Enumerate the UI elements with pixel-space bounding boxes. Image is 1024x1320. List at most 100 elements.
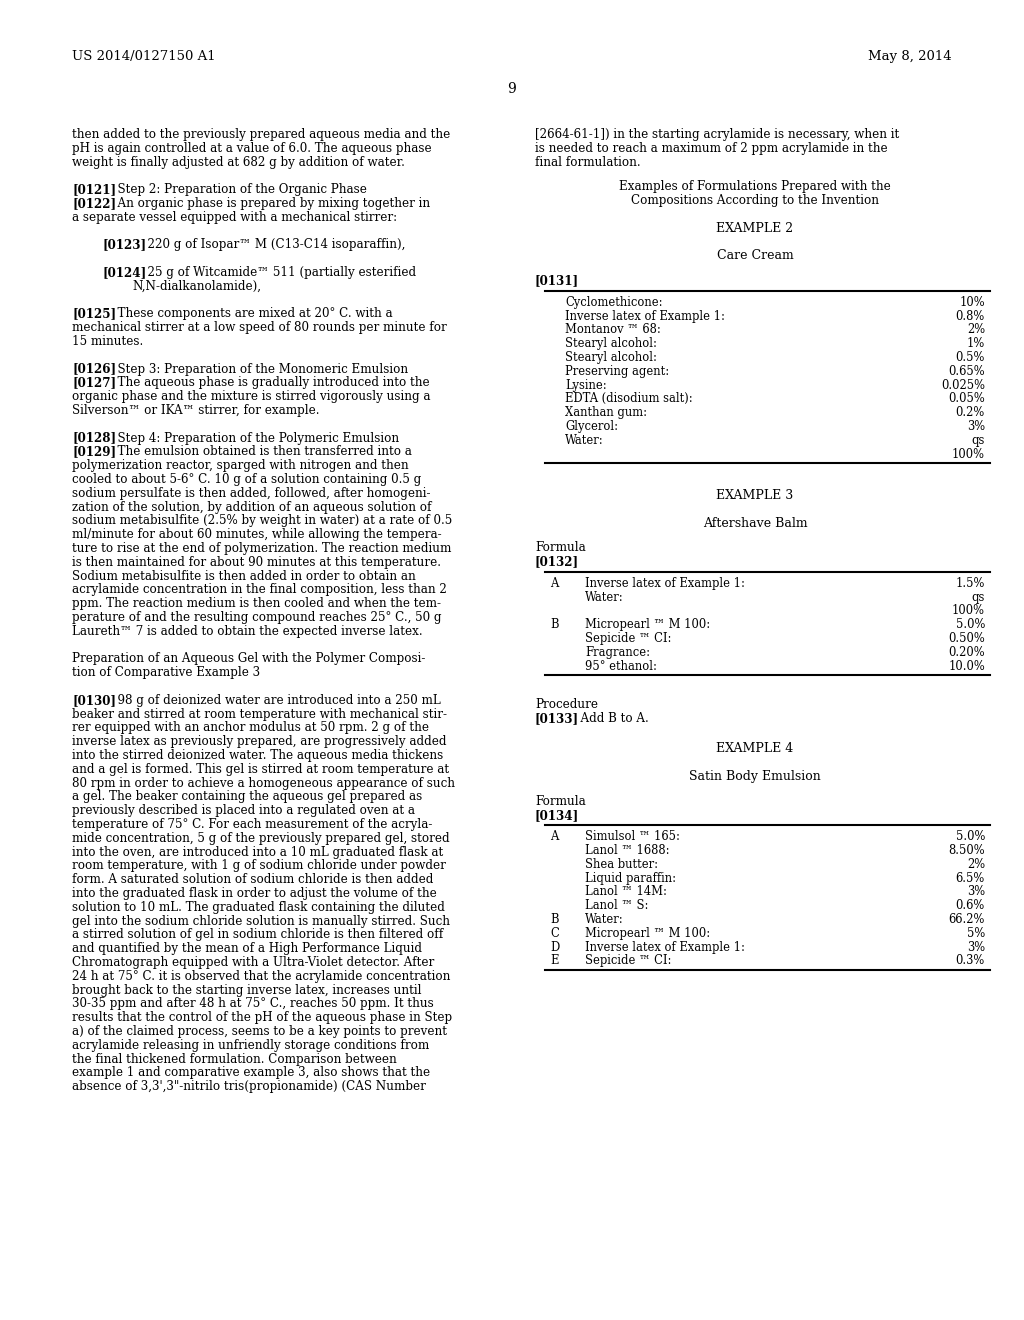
Text: [0128]: [0128] [72, 432, 116, 445]
Text: Sodium metabisulfite is then added in order to obtain an: Sodium metabisulfite is then added in or… [72, 570, 416, 582]
Text: sodium persulfate is then added, followed, after homogeni-: sodium persulfate is then added, followe… [72, 487, 430, 500]
Text: 3%: 3% [967, 886, 985, 899]
Text: [0133]: [0133] [535, 711, 580, 725]
Text: Micropearl ™ M 100:: Micropearl ™ M 100: [585, 618, 710, 631]
Text: Add B to A.: Add B to A. [573, 711, 649, 725]
Text: Preserving agent:: Preserving agent: [565, 364, 669, 378]
Text: EDTA (disodium salt):: EDTA (disodium salt): [565, 392, 692, 405]
Text: Shea butter:: Shea butter: [585, 858, 658, 871]
Text: 5.0%: 5.0% [955, 618, 985, 631]
Text: B: B [550, 913, 558, 927]
Text: a stirred solution of gel in sodium chloride is then filtered off: a stirred solution of gel in sodium chlo… [72, 928, 443, 941]
Text: Water:: Water: [565, 434, 603, 447]
Text: Inverse latex of Example 1:: Inverse latex of Example 1: [585, 577, 744, 590]
Text: zation of the solution, by addition of an aqueous solution of: zation of the solution, by addition of a… [72, 500, 431, 513]
Text: and quantified by the mean of a High Performance Liquid: and quantified by the mean of a High Per… [72, 942, 422, 956]
Text: [0134]: [0134] [535, 809, 580, 821]
Text: Xanthan gum:: Xanthan gum: [565, 407, 647, 420]
Text: [0132]: [0132] [535, 556, 580, 569]
Text: 95° ethanol:: 95° ethanol: [585, 660, 656, 673]
Text: A: A [550, 830, 558, 843]
Text: pH is again controlled at a value of 6.0. The aqueous phase: pH is again controlled at a value of 6.0… [72, 141, 432, 154]
Text: 3%: 3% [967, 420, 985, 433]
Text: Procedure: Procedure [535, 698, 598, 711]
Text: A: A [550, 577, 558, 590]
Text: qs: qs [972, 590, 985, 603]
Text: EXAMPLE 4: EXAMPLE 4 [717, 742, 794, 755]
Text: 1%: 1% [967, 337, 985, 350]
Text: Fragrance:: Fragrance: [585, 645, 650, 659]
Text: is then maintained for about 90 minutes at this temperature.: is then maintained for about 90 minutes … [72, 556, 441, 569]
Text: qs: qs [972, 434, 985, 447]
Text: acrylamide releasing in unfriendly storage conditions from: acrylamide releasing in unfriendly stora… [72, 1039, 429, 1052]
Text: Water:: Water: [585, 590, 624, 603]
Text: organic phase and the mixture is stirred vigorously using a: organic phase and the mixture is stirred… [72, 391, 430, 403]
Text: B: B [550, 618, 558, 631]
Text: Inverse latex of Example 1:: Inverse latex of Example 1: [565, 310, 725, 322]
Text: [0124]: [0124] [102, 267, 146, 279]
Text: sodium metabisulfite (2.5% by weight in water) at a rate of 0.5: sodium metabisulfite (2.5% by weight in … [72, 515, 453, 528]
Text: An organic phase is prepared by mixing together in: An organic phase is prepared by mixing t… [110, 197, 430, 210]
Text: These components are mixed at 20° C. with a: These components are mixed at 20° C. wit… [110, 308, 392, 321]
Text: 0.5%: 0.5% [955, 351, 985, 364]
Text: 0.025%: 0.025% [941, 379, 985, 392]
Text: [2664-61-1]) in the starting acrylamide is necessary, when it: [2664-61-1]) in the starting acrylamide … [535, 128, 899, 141]
Text: Lysine:: Lysine: [565, 379, 606, 392]
Text: a gel. The beaker containing the aqueous gel prepared as: a gel. The beaker containing the aqueous… [72, 791, 422, 804]
Text: 5%: 5% [967, 927, 985, 940]
Text: [0130]: [0130] [72, 694, 116, 706]
Text: then added to the previously prepared aqueous media and the: then added to the previously prepared aq… [72, 128, 451, 141]
Text: EXAMPLE 2: EXAMPLE 2 [717, 222, 794, 235]
Text: Examples of Formulations Prepared with the: Examples of Formulations Prepared with t… [620, 181, 891, 194]
Text: tion of Comparative Example 3: tion of Comparative Example 3 [72, 667, 260, 680]
Text: C: C [550, 927, 559, 940]
Text: 100%: 100% [952, 447, 985, 461]
Text: Inverse latex of Example 1:: Inverse latex of Example 1: [585, 941, 744, 953]
Text: Compositions According to the Invention: Compositions According to the Invention [631, 194, 879, 207]
Text: Micropearl ™ M 100:: Micropearl ™ M 100: [585, 927, 710, 940]
Text: ppm. The reaction medium is then cooled and when the tem-: ppm. The reaction medium is then cooled … [72, 597, 441, 610]
Text: into the oven, are introduced into a 10 mL graduated flask at: into the oven, are introduced into a 10 … [72, 846, 443, 858]
Text: and a gel is formed. This gel is stirred at room temperature at: and a gel is formed. This gel is stirred… [72, 763, 450, 776]
Text: [0126]: [0126] [72, 363, 116, 376]
Text: room temperature, with 1 g of sodium chloride under powder: room temperature, with 1 g of sodium chl… [72, 859, 445, 873]
Text: ml/minute for about 60 minutes, while allowing the tempera-: ml/minute for about 60 minutes, while al… [72, 528, 441, 541]
Text: Montanov ™ 68:: Montanov ™ 68: [565, 323, 660, 337]
Text: Sepicide ™ CI:: Sepicide ™ CI: [585, 954, 672, 968]
Text: 10%: 10% [959, 296, 985, 309]
Text: 8.50%: 8.50% [948, 843, 985, 857]
Text: 100%: 100% [952, 605, 985, 618]
Text: gel into the sodium chloride solution is manually stirred. Such: gel into the sodium chloride solution is… [72, 915, 450, 928]
Text: May 8, 2014: May 8, 2014 [868, 50, 952, 63]
Text: Sepicide ™ CI:: Sepicide ™ CI: [585, 632, 672, 645]
Text: is needed to reach a maximum of 2 ppm acrylamide in the: is needed to reach a maximum of 2 ppm ac… [535, 141, 888, 154]
Text: Satin Body Emulsion: Satin Body Emulsion [689, 770, 821, 783]
Text: solution to 10 mL. The graduated flask containing the diluted: solution to 10 mL. The graduated flask c… [72, 900, 444, 913]
Text: polymerization reactor, sparged with nitrogen and then: polymerization reactor, sparged with nit… [72, 459, 409, 473]
Text: beaker and stirred at room temperature with mechanical stir-: beaker and stirred at room temperature w… [72, 708, 447, 721]
Text: Aftershave Balm: Aftershave Balm [702, 516, 807, 529]
Text: Step 2: Preparation of the Organic Phase: Step 2: Preparation of the Organic Phase [110, 183, 367, 197]
Text: weight is finally adjusted at 682 g by addition of water.: weight is finally adjusted at 682 g by a… [72, 156, 404, 169]
Text: 2%: 2% [967, 323, 985, 337]
Text: 0.50%: 0.50% [948, 632, 985, 645]
Text: 0.20%: 0.20% [948, 645, 985, 659]
Text: inverse latex as previously prepared, are progressively added: inverse latex as previously prepared, ar… [72, 735, 446, 748]
Text: Lanol ™ 1688:: Lanol ™ 1688: [585, 843, 670, 857]
Text: Care Cream: Care Cream [717, 249, 794, 263]
Text: mide concentration, 5 g of the previously prepared gel, stored: mide concentration, 5 g of the previousl… [72, 832, 450, 845]
Text: [0131]: [0131] [535, 275, 580, 288]
Text: 98 g of deionized water are introduced into a 250 mL: 98 g of deionized water are introduced i… [110, 694, 440, 706]
Text: 0.3%: 0.3% [955, 954, 985, 968]
Text: 24 h at 75° C. it is observed that the acrylamide concentration: 24 h at 75° C. it is observed that the a… [72, 970, 451, 983]
Text: form. A saturated solution of sodium chloride is then added: form. A saturated solution of sodium chl… [72, 874, 433, 886]
Text: Water:: Water: [585, 913, 624, 927]
Text: D: D [550, 941, 559, 953]
Text: the final thickened formulation. Comparison between: the final thickened formulation. Compari… [72, 1052, 396, 1065]
Text: 0.2%: 0.2% [955, 407, 985, 420]
Text: 0.6%: 0.6% [955, 899, 985, 912]
Text: Liquid paraffin:: Liquid paraffin: [585, 871, 676, 884]
Text: 9: 9 [508, 82, 516, 96]
Text: results that the control of the pH of the aqueous phase in Step: results that the control of the pH of th… [72, 1011, 453, 1024]
Text: 0.8%: 0.8% [955, 310, 985, 322]
